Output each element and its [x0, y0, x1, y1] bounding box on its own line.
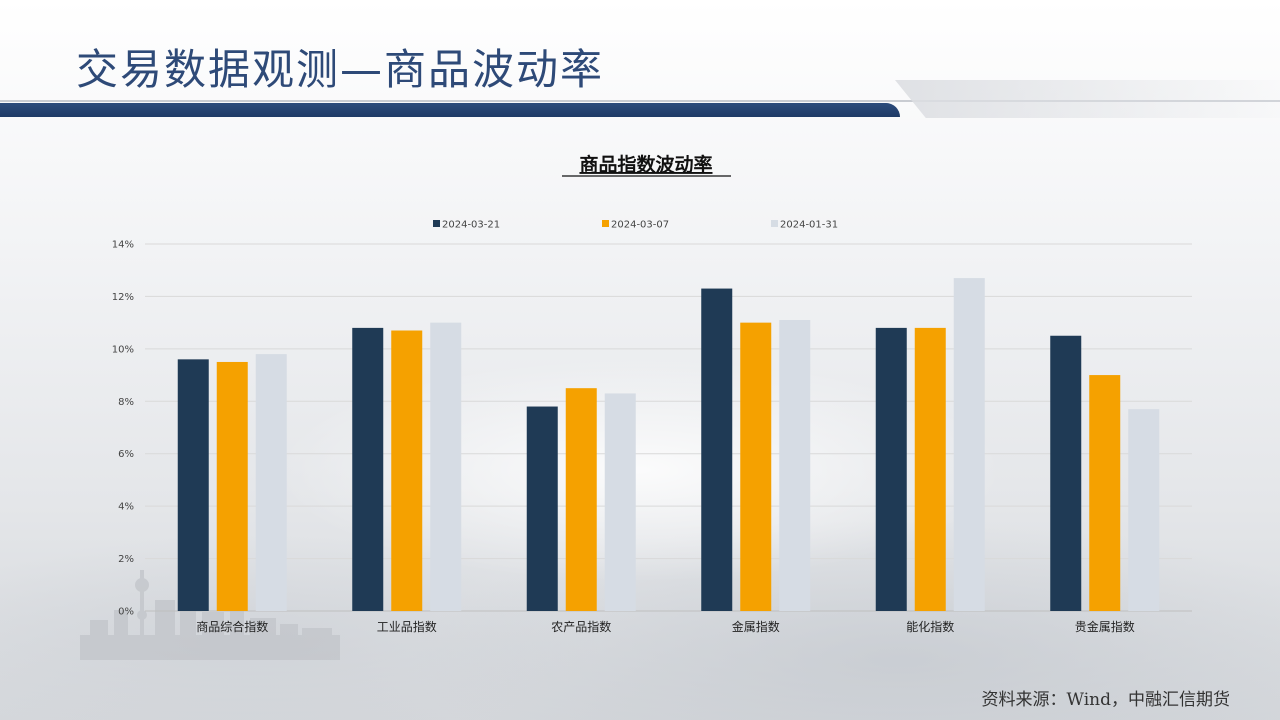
y-tick-label: 0%	[118, 607, 134, 618]
bar-2-6	[1089, 375, 1121, 611]
bar-3-3	[604, 393, 636, 611]
legend: 2024-03-21 2024-03-07 2024-01-31	[433, 220, 838, 231]
y-tick-label: 4%	[118, 502, 134, 513]
bar-1-1	[177, 359, 209, 611]
y-tick-label: 2%	[118, 554, 134, 565]
bar-3-5	[953, 278, 985, 611]
city-skyline-decoration	[80, 570, 340, 660]
bar-2-2	[391, 330, 423, 611]
bar-3-2	[430, 322, 462, 611]
y-tick-label: 10%	[112, 344, 134, 355]
x-tick-label: 商品综合指数	[196, 619, 268, 634]
source-note: 资料来源：Wind，中融汇信期货	[981, 690, 1230, 710]
x-tick-label: 工业品指数	[377, 619, 437, 634]
legend-swatch	[433, 220, 440, 227]
legend-label: 2024-03-21	[442, 220, 500, 231]
header-band	[0, 103, 900, 117]
chart-title: 商品指数波动率	[579, 153, 712, 176]
y-axis-ticks: 0% 2% 4% 6% 8% 10% 12% 14%	[112, 240, 134, 618]
x-tick-label: 农产品指数	[551, 619, 611, 634]
legend-label: 2024-01-31	[780, 220, 838, 231]
gridlines	[145, 243, 1192, 612]
bar-1-2	[352, 327, 384, 611]
bar-2-4	[740, 322, 772, 611]
bar-2-3	[565, 388, 597, 611]
header-divider	[0, 100, 1280, 102]
bar-1-6	[1050, 335, 1082, 611]
header-accent	[895, 80, 1280, 118]
x-tick-label: 贵金属指数	[1075, 619, 1135, 634]
legend-swatch	[602, 220, 609, 227]
bar-3-1	[255, 354, 287, 611]
y-tick-label: 6%	[118, 449, 134, 460]
x-axis-labels: 商品综合指数 工业品指数 农产品指数 金属指数 能化指数 贵金属指数	[196, 619, 1135, 634]
y-tick-label: 12%	[112, 292, 134, 303]
x-tick-label: 能化指数	[906, 619, 954, 634]
bar-1-4	[701, 288, 733, 611]
bar-2-1	[216, 361, 248, 611]
bar-1-5	[875, 327, 907, 611]
legend-label: 2024-03-07	[611, 220, 669, 231]
x-tick-label: 金属指数	[732, 619, 780, 634]
bar-3-4	[779, 320, 811, 611]
bar-2-5	[914, 327, 946, 611]
bar-3-6	[1128, 409, 1160, 611]
y-tick-label: 14%	[112, 240, 134, 251]
bar-1-3	[526, 406, 558, 611]
legend-swatch	[771, 220, 778, 227]
bars	[177, 278, 1160, 611]
y-tick-label: 8%	[118, 397, 134, 408]
page-title: 交易数据观测—商品波动率	[76, 45, 605, 94]
